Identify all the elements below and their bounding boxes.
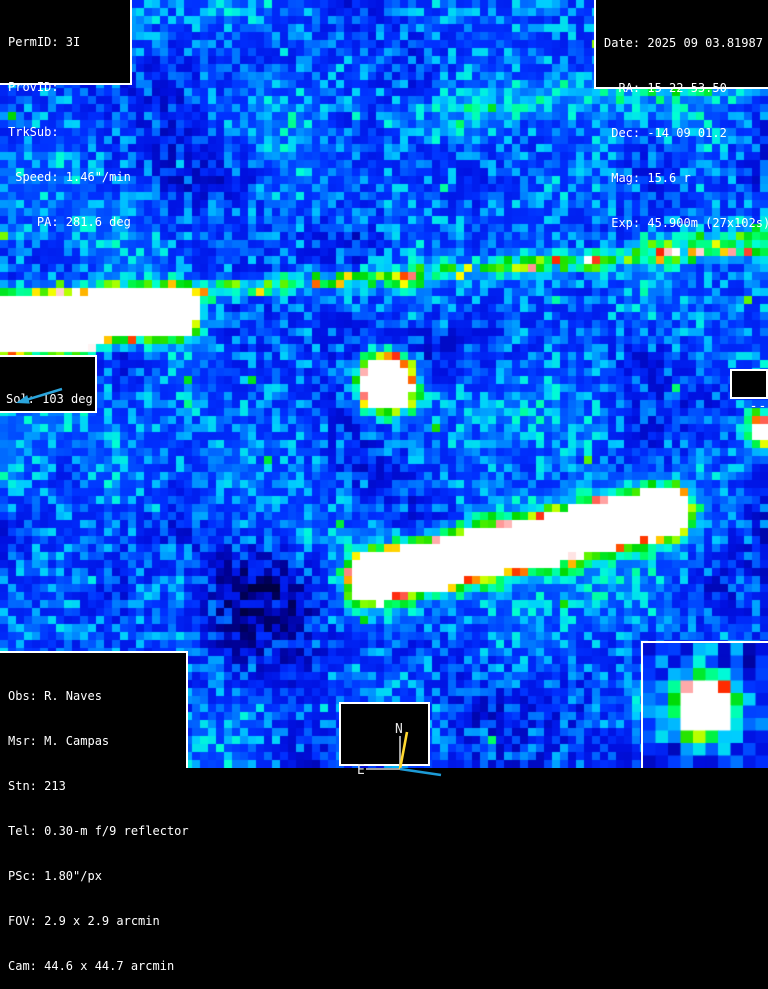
compass-rose: N E bbox=[339, 702, 442, 778]
frame-marker: --- bbox=[730, 369, 768, 414]
provid-line: ProvID: bbox=[8, 80, 59, 94]
observer-line: Obs: R. Naves bbox=[8, 689, 102, 703]
frame-marker-label: --- bbox=[749, 399, 768, 414]
fov-line: FOV: 2.9 x 2.9 arcmin bbox=[8, 914, 160, 928]
station-line: Stn: 213 bbox=[8, 779, 66, 793]
observation-info-panel: Date: 2025 09 03.81987 RA: 15 22 53.50 D… bbox=[594, 0, 768, 230]
telescope-line: Tel: 0.30-m f/9 reflector bbox=[8, 824, 189, 838]
object-info-panel: PermID: 3I ProvID: TrkSub: Speed: 1.46"/… bbox=[0, 0, 132, 229]
mag-line: Mag: 15.6 r bbox=[604, 171, 691, 185]
pa-line: PA: 281.6 deg bbox=[8, 215, 131, 229]
compass-icon: N E bbox=[357, 722, 442, 778]
speed-line: Speed: 1.46"/min bbox=[8, 170, 131, 184]
compass-east-label: E bbox=[357, 763, 365, 778]
compass-north-label: N bbox=[395, 722, 403, 737]
sun-direction-panel: Sol: 103 deg bbox=[0, 355, 97, 413]
site-info-panel: Obs: R. Naves Msr: M. Campas Stn: 213 Te… bbox=[0, 651, 189, 973]
camera-line: Cam: 44.6 x 44.7 arcmin bbox=[8, 959, 175, 973]
measurer-line: Msr: M. Campas bbox=[8, 734, 110, 748]
sun-direction-arrow-icon bbox=[16, 387, 63, 404]
zoom-inset bbox=[641, 641, 768, 768]
permid-line: PermID: 3I bbox=[8, 35, 81, 49]
exp-line: Exp: 45.900m (27x102s) bbox=[604, 216, 768, 230]
sky-image[interactable] bbox=[0, 0, 768, 768]
dec-line: Dec: -14 09 01.2 bbox=[604, 126, 727, 140]
ra-line: RA: 15 22 53.50 bbox=[604, 81, 727, 95]
trksub-line: TrkSub: bbox=[8, 125, 59, 139]
date-line: Date: 2025 09 03.81987 bbox=[604, 36, 763, 50]
pixelscale-line: PSc: 1.80"/px bbox=[8, 869, 102, 883]
